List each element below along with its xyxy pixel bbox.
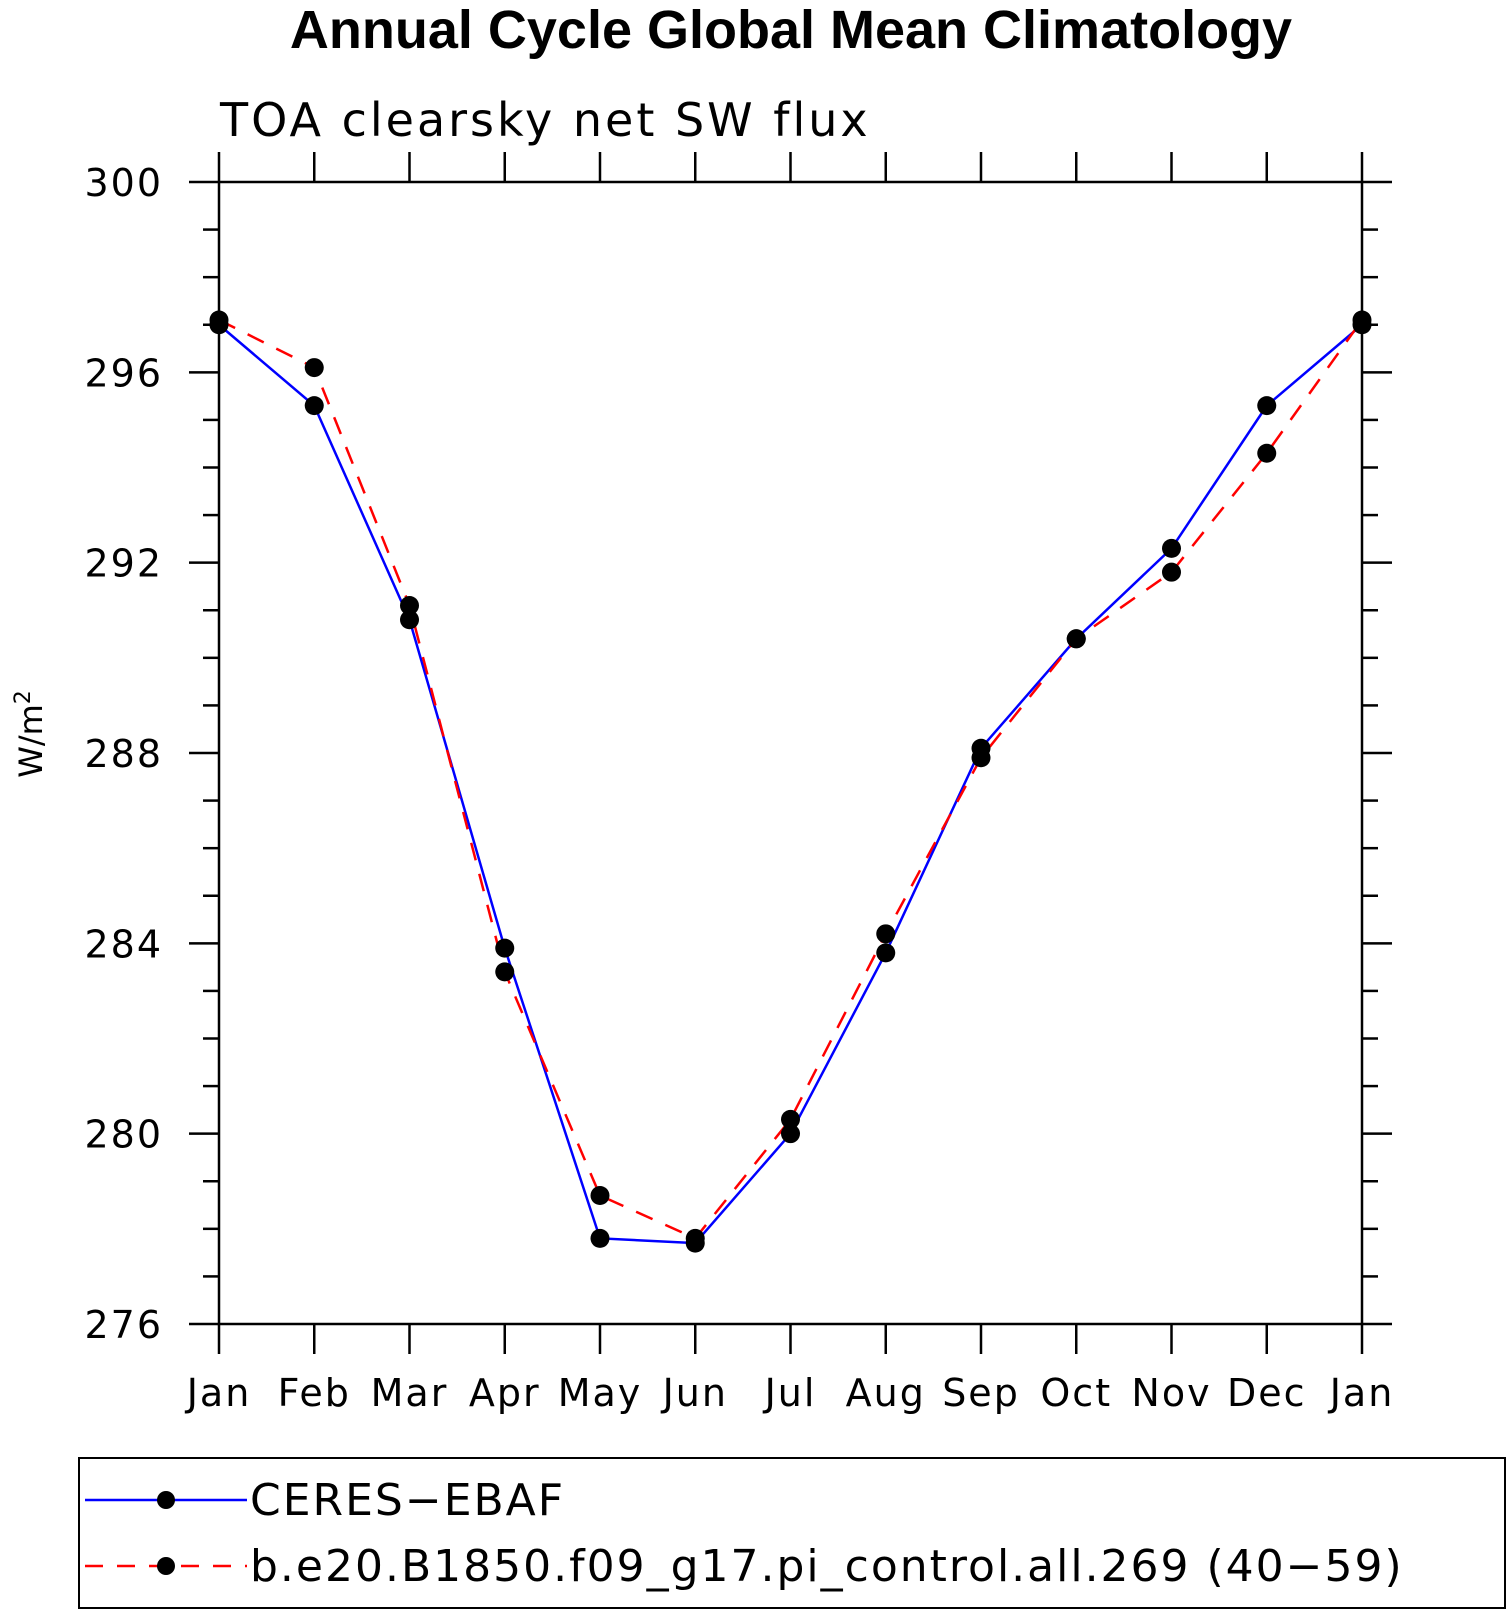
- data-point-series-1: [209, 310, 229, 330]
- y-tick-label: 292: [84, 542, 163, 586]
- data-point-series-0: [1162, 538, 1181, 558]
- data-point-series-1: [685, 1228, 705, 1248]
- data-point-series-1: [1066, 629, 1086, 649]
- y-tick-label: 300: [84, 161, 163, 205]
- y-axis-label: W/m2: [11, 690, 50, 778]
- series-lines: [218, 318, 1364, 1245]
- data-point-series-0: [400, 610, 419, 630]
- data-point-series-0: [304, 396, 324, 416]
- data-point-series-1: [304, 358, 324, 378]
- data-point-series-0: [781, 1124, 800, 1144]
- x-tick-label: Aug: [846, 1371, 926, 1415]
- chart-title: Annual Cycle Global Mean Climatology: [290, 0, 1292, 60]
- x-tick-label: Oct: [1040, 1371, 1112, 1415]
- data-point-series-0: [876, 943, 896, 963]
- x-tick-label: Mar: [371, 1371, 449, 1415]
- x-tick-label: May: [558, 1371, 643, 1415]
- svg-text:W/m2: W/m2: [11, 690, 50, 778]
- y-axis-label-text: W/m: [12, 704, 50, 778]
- data-point-series-1: [400, 595, 419, 615]
- data-point-series-1: [1257, 443, 1277, 463]
- legend-box: [78, 1457, 1506, 1609]
- y-tick-label: 288: [84, 732, 163, 776]
- series-line-0: [218, 323, 1363, 1245]
- x-tick-label: Jul: [763, 1371, 817, 1415]
- legend-label-ceres: CERES−EBAF: [250, 1475, 565, 1526]
- y-tick-label: 276: [84, 1303, 163, 1347]
- x-tick-label: Feb: [278, 1371, 351, 1415]
- x-tick-label: Jan: [185, 1371, 252, 1415]
- x-tick-label: Sep: [942, 1371, 1020, 1415]
- data-point-series-1: [1162, 562, 1181, 582]
- x-tick-label: Dec: [1227, 1371, 1307, 1415]
- y-tick-label: 284: [84, 922, 163, 966]
- data-point-series-0: [495, 938, 515, 958]
- y-axis-label-superscript: 2: [11, 690, 36, 704]
- legend: CERES−EBAF b.e20.B1850.f09_g17.pi_contro…: [78, 1457, 1506, 1609]
- legend-label-model: b.e20.B1850.f09_g17.pi_control.all.269 (…: [250, 1541, 1404, 1592]
- legend-marker-ceres: [157, 1491, 175, 1509]
- series-line-1: [218, 318, 1364, 1240]
- chart-subtitle: TOA clearsky net SW flux: [219, 93, 871, 147]
- series-markers: [209, 310, 1372, 1253]
- x-tick-label: Nov: [1131, 1371, 1211, 1415]
- data-point-series-1: [1352, 310, 1372, 330]
- legend-marker-model: [157, 1557, 175, 1575]
- axes: Jan Feb Mar Apr May Jun Jul Aug Sep Oct Nov Dec Jan 2…: [84, 152, 1395, 1415]
- data-point-series-0: [590, 1228, 610, 1248]
- y-tick-label: 296: [84, 351, 163, 395]
- x-tick-label: Jan: [1328, 1371, 1395, 1415]
- data-point-series-0: [1257, 396, 1277, 416]
- x-tick-label: Jun: [661, 1371, 728, 1415]
- data-point-series-1: [971, 748, 991, 768]
- plot-frame: [217, 180, 1364, 1326]
- data-point-series-1: [781, 1109, 800, 1129]
- data-point-series-1: [876, 924, 896, 944]
- data-point-series-1: [590, 1186, 610, 1206]
- data-point-series-1: [495, 962, 515, 982]
- y-tick-label: 280: [84, 1113, 163, 1157]
- x-tick-label: Apr: [469, 1371, 541, 1415]
